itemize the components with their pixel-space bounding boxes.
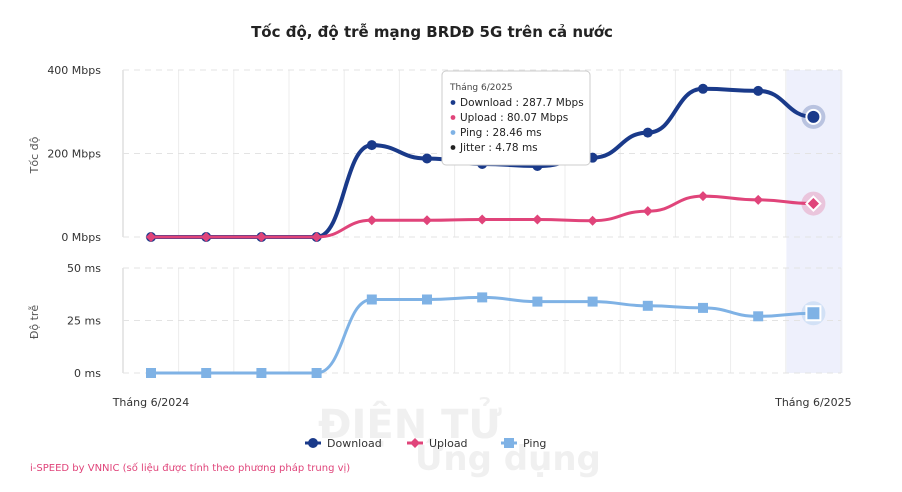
data-point-upload (804, 195, 822, 212)
data-point-ping (642, 300, 653, 311)
legend-marker-download (308, 438, 318, 448)
tooltip-bullet (450, 145, 456, 150)
data-point-ping (146, 368, 156, 378)
data-point-download (753, 85, 764, 96)
data-point-upload (753, 194, 764, 205)
x-tick-label-last: Tháng 6/2025 (774, 396, 852, 409)
tooltip-row: Upload : 80.07 Mbps (460, 112, 568, 124)
watermark-line1: ĐIỆN TỬ (318, 395, 502, 448)
tooltip-row: Jitter : 4.78 ms (459, 142, 538, 154)
tooltip-bullet (450, 115, 456, 120)
data-point-ping (477, 292, 488, 303)
series-line-ping (151, 295, 814, 375)
tooltip-title: Tháng 6/2025 (449, 83, 513, 93)
legend: Download Upload Ping (305, 437, 546, 450)
data-point-ping (201, 368, 212, 378)
data-point-ping (532, 296, 543, 307)
legend-label-ping: Ping (523, 437, 546, 450)
tooltip-row: Download : 287.7 Mbps (460, 97, 584, 109)
data-point-download (698, 83, 708, 94)
tooltip-row: Ping : 28.46 ms (460, 127, 542, 139)
tooltip-box (441, 70, 591, 166)
tooltip: Tháng 6/2025 Download : 287.7 Mbps Upload … (441, 70, 591, 166)
speed-tick-label: 400 Mbps (47, 64, 101, 77)
legend-label-upload: Upload (429, 437, 468, 450)
data-point-upload (366, 215, 377, 226)
data-point-upload (422, 215, 432, 226)
latency-axis-title: Độ trễ (28, 305, 41, 340)
data-point-upload (146, 232, 156, 242)
data-point-download (366, 140, 377, 151)
tooltip-bullet (450, 130, 456, 135)
footer-source-note: i-SPEED by VNNIC (số liệu được tính theo… (30, 463, 351, 474)
latency-tick-label: 0 ms (74, 367, 101, 380)
data-point-ping (753, 311, 764, 322)
legend-marker-ping (504, 438, 514, 448)
data-point-download (805, 108, 822, 125)
data-point-ping (422, 294, 432, 305)
data-point-download (422, 153, 432, 164)
data-point-ping (311, 368, 322, 378)
legend-marker-upload (410, 438, 420, 448)
data-point-upload (311, 232, 322, 242)
data-point-upload (201, 232, 212, 242)
legend-label-download: Download (327, 437, 382, 450)
data-point-ping (698, 302, 708, 313)
data-point-upload (256, 232, 267, 242)
speed-tick-label: 200 Mbps (47, 148, 101, 161)
data-point-ping (587, 296, 598, 307)
data-point-ping (366, 294, 377, 305)
data-point-download (642, 127, 653, 138)
data-point-ping (805, 305, 822, 322)
x-tick-label-first: Tháng 6/2024 (112, 396, 190, 409)
speed-axis-title: Tốc độ (28, 136, 41, 174)
data-point-upload (532, 214, 543, 225)
speed-tick-label: 0 Mbps (61, 231, 101, 244)
chart-title: Tốc độ, độ trễ mạng BRDĐ 5G trên cả nước (251, 22, 613, 41)
latency-tick-label: 25 ms (67, 315, 101, 328)
tooltip-bullet (450, 100, 456, 105)
data-point-upload (587, 215, 598, 226)
data-point-upload (477, 214, 488, 225)
data-point-upload (642, 206, 653, 217)
data-point-upload (698, 191, 708, 202)
latency-tick-label: 50 ms (67, 262, 101, 275)
data-point-ping (256, 368, 267, 378)
